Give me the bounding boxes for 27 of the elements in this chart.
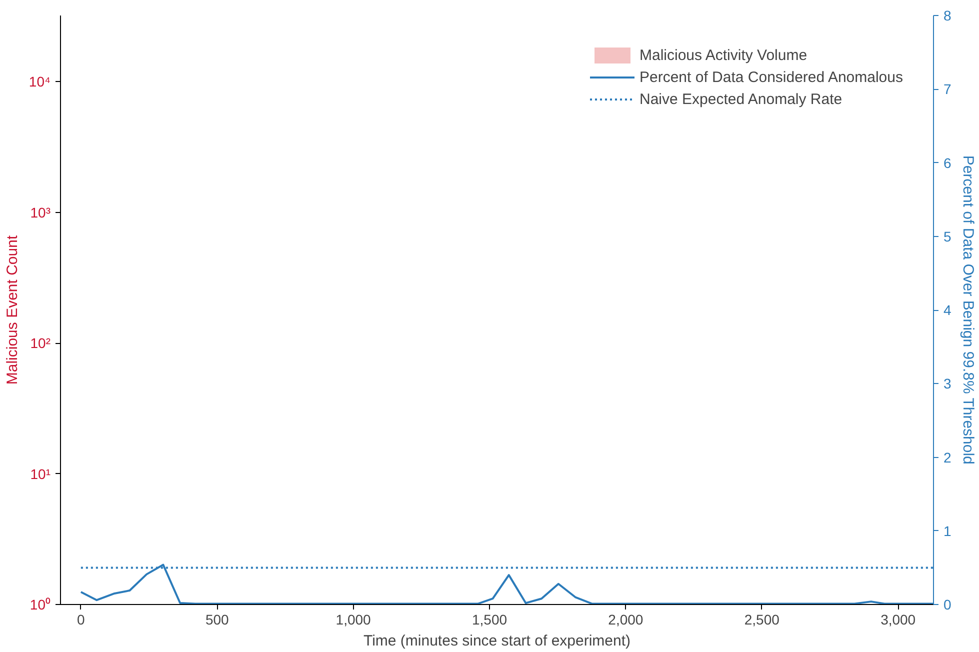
x-tick-label: 1,500 [472,612,508,628]
y2-tick-label: 0 [944,596,952,612]
y-tick-label: 10⁴ [28,74,51,90]
x-tick-label: 3,000 [880,612,916,628]
y2-tick-label: 7 [944,81,952,98]
y-axis-title: Malicious Event Count [4,234,21,385]
x-tick-label: 1,000 [336,612,372,628]
x-tick-label: 2,000 [608,612,644,628]
y2-tick-label: 4 [944,302,952,318]
x-tick-label: 500 [205,612,230,628]
y2-tick-label: 1 [944,522,952,539]
legend-label: Naive Expected Anomaly Rate [640,90,842,108]
y-tick-label: 10³ [30,204,51,220]
y-tick-label: 10¹ [30,466,51,482]
y-tick-label: 10⁰ [30,596,51,612]
y2-tick-label: 6 [944,154,952,171]
y2-tick-label: 3 [944,376,952,392]
x-axis-title: Time (minutes since start of experiment) [363,632,631,650]
legend-label: Percent of Data Considered Anomalous [640,68,903,86]
y2-tick-label: 5 [944,228,952,244]
y2-axis-title: Percent of Data Over Benign 99.8% Threshold [959,155,976,464]
x-tick-label: 2,500 [744,612,780,628]
y-tick-label: 10² [30,335,51,352]
legend-label: Malicious Activity Volume [640,46,808,64]
x-tick-label: 0 [77,612,86,628]
y2-tick-label: 8 [944,8,952,24]
y2-tick-label: 2 [944,449,952,466]
